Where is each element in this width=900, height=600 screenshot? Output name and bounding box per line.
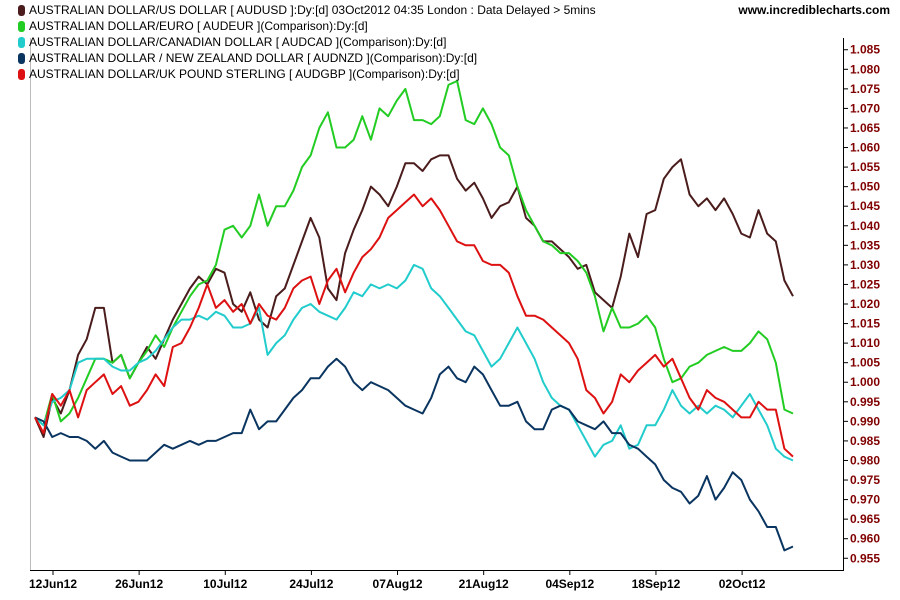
- y-tick-label: 1.020: [850, 297, 880, 311]
- y-tick-label: 1.035: [850, 238, 880, 252]
- site-link[interactable]: www.incrediblecharts.com: [738, 3, 890, 17]
- series-line-2: [34, 263, 794, 462]
- y-tick-label: 0.955: [850, 551, 880, 565]
- y-axis-ticks: 1.085 1.080 1.075 1.070 1.065 1.060 1.055 1.050…: [843, 43, 880, 565]
- y-tick-label: 1.050: [850, 180, 880, 194]
- legend-swatch: [18, 20, 25, 32]
- x-tick-label: 02Oct12: [719, 577, 766, 591]
- y-tick-label: 1.045: [850, 199, 880, 213]
- legend-label: AUSTRALIAN DOLLAR/US DOLLAR [ AUDUSD ]:D…: [29, 3, 596, 17]
- y-tick-label: 1.015: [850, 317, 880, 331]
- x-tick-label: 12Jun12: [29, 577, 77, 591]
- x-axis-ticks: 12Jun12 26Jun12 10Jul12 24Jul12 07Aug12 21Aug…: [29, 570, 766, 591]
- y-tick-label: 1.025: [850, 277, 880, 291]
- x-tick-label: 18Sep12: [632, 577, 681, 591]
- y-tick-label: 1.075: [850, 82, 880, 96]
- y-tick-label: 0.985: [850, 434, 880, 448]
- legend-entry: AUSTRALIAN DOLLAR / NEW ZEALAND DOLLAR […: [18, 50, 596, 66]
- x-tick-label: 24Jul12: [289, 577, 333, 591]
- y-tick-label: 1.040: [850, 219, 880, 233]
- series-line-4: [34, 193, 794, 458]
- legend-entry: AUSTRALIAN DOLLAR/UK POUND STERLING [ AU…: [18, 66, 596, 82]
- legend-entry: AUSTRALIAN DOLLAR/CANADIAN DOLLAR [ AUDC…: [18, 34, 596, 50]
- x-tick-label: 10Jul12: [203, 577, 247, 591]
- y-tick-label: 1.005: [850, 356, 880, 370]
- y-tick-label: 1.055: [850, 160, 880, 174]
- y-tick-label: 1.010: [850, 336, 880, 350]
- y-tick-label: 1.070: [850, 101, 880, 115]
- y-tick-label: 1.030: [850, 258, 880, 272]
- legend: AUSTRALIAN DOLLAR/US DOLLAR [ AUDUSD ]:D…: [18, 2, 596, 82]
- y-tick-label: 1.060: [850, 141, 880, 155]
- legend-swatch: [18, 36, 25, 48]
- y-tick-label: 0.960: [850, 532, 880, 546]
- x-tick-label: 26Jun12: [115, 577, 163, 591]
- legend-label: AUSTRALIAN DOLLAR / NEW ZEALAND DOLLAR […: [29, 51, 478, 65]
- x-tick-label: 21Aug12: [459, 577, 509, 591]
- legend-swatch: [18, 68, 25, 80]
- y-tick-label: 0.965: [850, 512, 880, 526]
- x-tick-label: 07Aug12: [373, 577, 423, 591]
- y-tick-label: 1.085: [850, 43, 880, 57]
- legend-label: AUSTRALIAN DOLLAR/EURO [ AUDEUR ](Compar…: [29, 19, 368, 33]
- legend-label: AUSTRALIAN DOLLAR/UK POUND STERLING [ AU…: [29, 67, 460, 81]
- y-tick-label: 0.995: [850, 395, 880, 409]
- legend-entry: AUSTRALIAN DOLLAR/US DOLLAR [ AUDUSD ]:D…: [18, 2, 596, 18]
- y-tick-label: 1.080: [850, 62, 880, 76]
- legend-swatch: [18, 52, 25, 64]
- series-line-3: [34, 357, 794, 552]
- y-tick-label: 0.980: [850, 453, 880, 467]
- series-layer: [34, 80, 794, 552]
- y-tick-label: 1.000: [850, 375, 880, 389]
- y-tick-label: 0.975: [850, 473, 880, 487]
- y-tick-label: 1.065: [850, 121, 880, 135]
- legend-label: AUSTRALIAN DOLLAR/CANADIAN DOLLAR [ AUDC…: [29, 35, 447, 49]
- legend-swatch: [18, 4, 25, 16]
- x-tick-label: 04Sep12: [545, 577, 594, 591]
- y-tick-label: 0.990: [850, 414, 880, 428]
- legend-entry: AUSTRALIAN DOLLAR/EURO [ AUDEUR ](Compar…: [18, 18, 596, 34]
- series-line-0: [34, 154, 794, 438]
- y-tick-label: 0.970: [850, 493, 880, 507]
